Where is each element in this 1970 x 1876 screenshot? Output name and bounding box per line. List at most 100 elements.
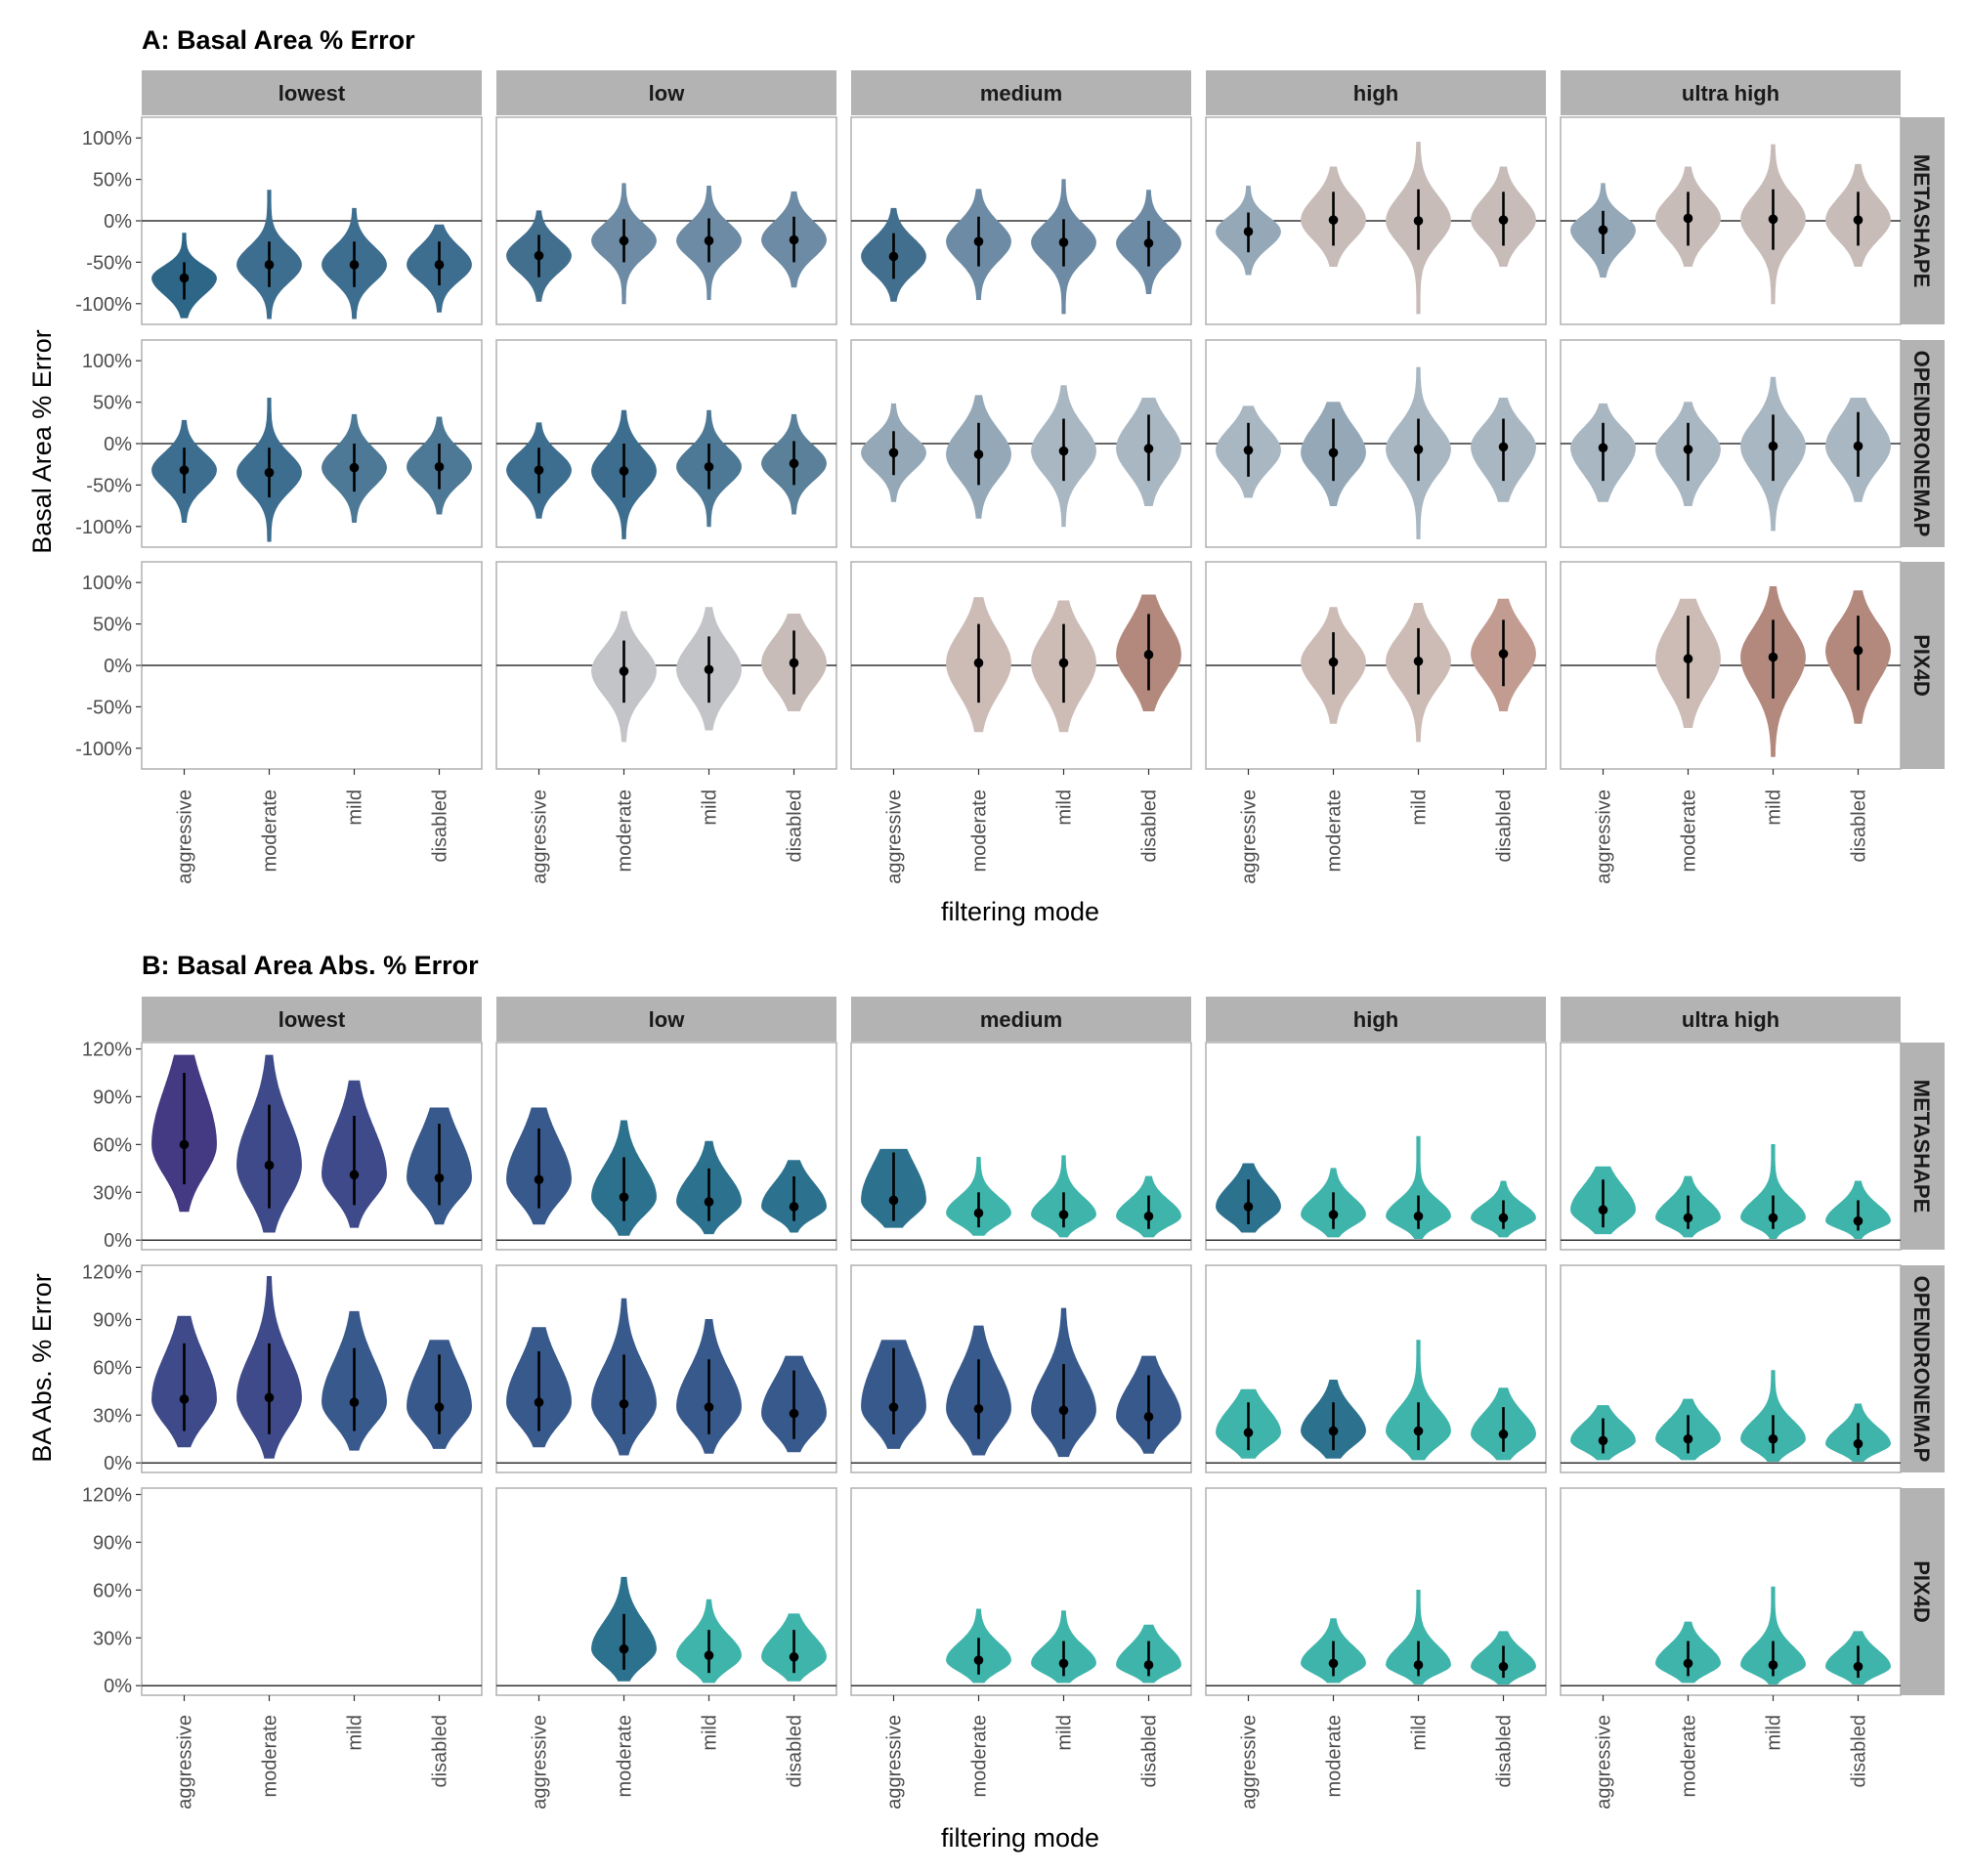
y-tick-label: 50% — [93, 393, 132, 414]
mean-point — [1058, 658, 1069, 668]
x-tick-label: aggressive — [884, 789, 906, 884]
mean-point — [264, 1392, 275, 1403]
mean-point — [1143, 1412, 1154, 1422]
facet-strip-label: low — [649, 1007, 686, 1032]
mean-point — [1498, 1213, 1509, 1223]
y-tick-label: 0% — [104, 211, 132, 233]
mean-point — [789, 458, 799, 469]
x-tick-label: disabled — [1849, 1715, 1870, 1788]
x-tick-label: disabled — [430, 1715, 451, 1788]
mean-point — [619, 466, 629, 476]
mean-point — [1768, 652, 1778, 662]
x-tick-label: mild — [1054, 789, 1076, 826]
mean-point — [349, 1397, 360, 1408]
mean-point — [704, 461, 714, 472]
y-tick-label: 100% — [82, 128, 132, 149]
y-tick-label: -100% — [75, 517, 132, 538]
x-tick-label: mild — [1054, 1715, 1076, 1751]
mean-point — [1058, 446, 1069, 456]
mean-point — [534, 1397, 544, 1408]
mean-point — [1683, 654, 1693, 664]
mean-point — [1413, 1211, 1424, 1221]
mean-point — [888, 1402, 899, 1412]
chart-b-panels: lowest low medium high ultra high METASHAPE 12… — [82, 997, 1945, 1810]
x-tick-label: aggressive — [1239, 789, 1261, 884]
x-tick-label: mild — [700, 789, 721, 826]
y-tick-label: 120% — [82, 1040, 132, 1061]
facet-strip-label: medium — [980, 1007, 1062, 1032]
facet-strip-label: lowest — [278, 1007, 346, 1032]
x-tick-label: disabled — [1139, 789, 1161, 863]
facet-strip-metashape — [1900, 1043, 1945, 1250]
y-tick-label: 30% — [93, 1182, 132, 1204]
chart-b-y-axis-title: BA Abs. % Error — [27, 1273, 57, 1463]
mean-point — [1683, 1658, 1693, 1669]
facet-strip-label: METASHAPE — [1909, 1080, 1934, 1214]
mean-point — [264, 260, 275, 270]
y-tick-label: 0% — [104, 1676, 132, 1697]
mean-point — [619, 235, 629, 246]
chart-a-x-axis-title: filtering mode — [941, 897, 1099, 926]
mean-point — [619, 1643, 629, 1654]
mean-point — [434, 1172, 445, 1183]
mean-point — [1598, 1205, 1608, 1215]
mean-point — [534, 465, 544, 475]
y-tick-label: -50% — [86, 475, 132, 496]
x-tick-label: moderate — [615, 789, 636, 873]
mean-point — [888, 448, 899, 458]
mean-point — [1853, 215, 1863, 225]
mean-point — [1243, 1428, 1254, 1438]
facet-strip-pix4d — [1900, 562, 1945, 769]
x-tick-label: aggressive — [530, 789, 551, 884]
x-tick-label: moderate — [1679, 1715, 1700, 1798]
y-tick-label: 0% — [104, 656, 132, 677]
facet-strip-low — [496, 70, 836, 115]
mean-point — [789, 1408, 799, 1419]
mean-point — [1498, 649, 1509, 659]
mean-point — [789, 658, 799, 668]
x-tick-label: moderate — [969, 1715, 991, 1798]
x-tick-label: mild — [1764, 1715, 1785, 1751]
mean-point — [1853, 1215, 1863, 1226]
y-tick-label: 60% — [93, 1134, 132, 1156]
mean-point — [1853, 645, 1863, 656]
mean-point — [1143, 1211, 1154, 1221]
y-tick-label: 60% — [93, 1580, 132, 1601]
mean-point — [179, 465, 190, 475]
x-tick-label: aggressive — [1594, 789, 1615, 884]
x-tick-label: moderate — [1324, 1715, 1346, 1798]
facet-strip-medium — [851, 997, 1191, 1042]
facet-strip-medium — [851, 70, 1191, 115]
mean-point — [789, 234, 799, 245]
y-tick-label: 120% — [82, 1262, 132, 1284]
mean-point — [349, 462, 360, 473]
mean-point — [1498, 1661, 1509, 1672]
y-tick-label: 30% — [93, 1405, 132, 1427]
mean-point — [619, 1192, 629, 1202]
x-tick-label: disabled — [1494, 1715, 1516, 1788]
mean-point — [789, 1202, 799, 1212]
chart-a-title: A: Basal Area % Error — [142, 25, 415, 55]
chart-a-y-axis-title: Basal Area % Error — [27, 329, 57, 554]
mean-point — [1683, 1433, 1693, 1444]
x-tick-label: moderate — [1679, 789, 1700, 873]
mean-point — [1243, 445, 1254, 455]
y-tick-label: -50% — [86, 697, 132, 718]
mean-point — [1243, 1202, 1254, 1212]
facet-strip-label: ultra high — [1682, 81, 1779, 106]
x-tick-label: aggressive — [175, 1715, 196, 1810]
mean-point — [1413, 445, 1424, 454]
mean-point — [973, 1655, 984, 1665]
mean-point — [973, 236, 984, 246]
x-tick-label: disabled — [785, 789, 806, 863]
facet-strip-lowest — [142, 70, 482, 115]
mean-point — [1598, 1435, 1608, 1446]
y-tick-label: 100% — [82, 351, 132, 372]
mean-point — [1768, 1213, 1778, 1223]
mean-point — [1768, 214, 1778, 225]
facet-strip-ultra-high — [1561, 70, 1901, 115]
facet-strip-opendronemap — [1900, 340, 1945, 547]
mean-point — [534, 250, 544, 261]
y-tick-label: 30% — [93, 1628, 132, 1649]
mean-point — [973, 658, 984, 668]
